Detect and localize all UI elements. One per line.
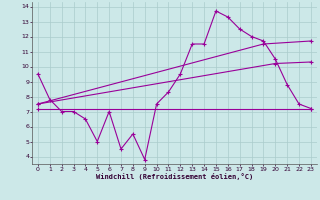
- X-axis label: Windchill (Refroidissement éolien,°C): Windchill (Refroidissement éolien,°C): [96, 173, 253, 180]
